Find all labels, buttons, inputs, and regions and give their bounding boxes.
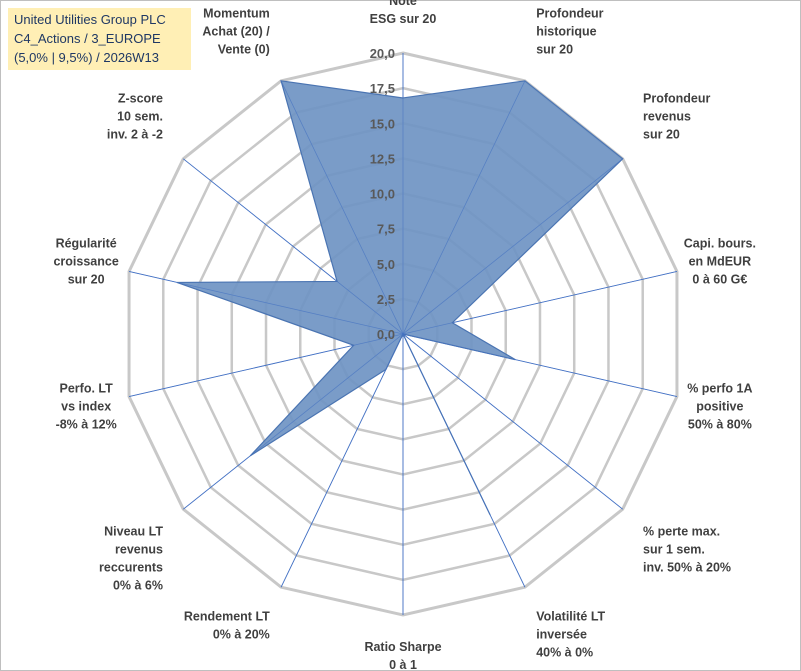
axis-label-line: positive <box>696 399 743 413</box>
tick-label: 10,0 <box>370 187 395 202</box>
title-line-1: United Utilities Group PLC <box>14 12 166 27</box>
axis-label-line: sur 20 <box>536 42 573 56</box>
axis-label-line: reccurents <box>99 560 163 574</box>
axis-label-line: Profondeur <box>536 6 603 20</box>
axis-label: Capi. bours. en MdEUR 0 à 60 G€ <box>684 237 756 287</box>
axis-label-line: ESG sur 20 <box>370 12 437 26</box>
axis-label-line: inv. 50% à 20% <box>643 560 731 574</box>
axis-label-line: croissance <box>53 255 118 269</box>
axis-label-line: Profondeur <box>643 92 710 106</box>
axis-label-line: inv. 2 à -2 <box>107 128 163 142</box>
axis-label-line: vs index <box>61 399 111 413</box>
axis-label-line: 50% à 80% <box>688 417 752 431</box>
tick-label: 20,0 <box>370 46 395 61</box>
axis-label-line: Capi. bours. <box>684 237 756 251</box>
tick-label: 2,5 <box>377 292 395 307</box>
axis-label: Perfo. LT vs index -8% à 12% <box>56 381 117 431</box>
axis-label-line: Perfo. LT <box>60 381 114 395</box>
axis-label-line: Régularité <box>56 237 117 251</box>
axis-label-line: sur 20 <box>68 273 105 287</box>
axis-label: Ratio Sharpe 0 à 1 <box>364 640 441 671</box>
axis-label-line: Note <box>389 0 417 8</box>
axis-label: Régularité croissance sur 20 <box>53 237 118 287</box>
axis-label: Profondeur historique sur 20 <box>536 6 603 56</box>
axis-label-line: en MdEUR <box>689 255 752 269</box>
axis-label-line: Momentum <box>203 6 270 20</box>
axis-label-line: 0 à 1 <box>389 658 417 671</box>
axis-label-line: Rendement LT <box>184 610 270 624</box>
axis-label-line: 10 sem. <box>117 110 163 124</box>
axis-label-line: Achat (20) / <box>202 24 270 38</box>
chart-title-box: United Utilities Group PLC C4_Actions / … <box>8 8 191 70</box>
tick-label: 15,0 <box>370 116 395 131</box>
axis-spoke-overlay <box>128 333 404 397</box>
axis-spoke-overlay <box>280 80 404 335</box>
axis-label-line: 0 à 60 G€ <box>692 273 747 287</box>
axis-label: % perfo 1A positive 50% à 80% <box>687 381 752 431</box>
axis-label-line: historique <box>536 24 596 38</box>
axis-label-line: 40% à 0% <box>536 646 593 660</box>
axis-label-line: % perte max. <box>643 524 720 538</box>
axis-label-line: % perfo 1A <box>687 381 752 395</box>
axis-spoke-overlay <box>128 271 404 335</box>
axis-label-line: sur 20 <box>643 128 680 142</box>
axis-label-line: revenus <box>115 542 163 556</box>
axis-spoke-overlay <box>402 80 526 335</box>
axis-spoke-overlay <box>402 333 678 397</box>
axis-spoke-overlay <box>402 333 526 588</box>
axis-label-line: Z-score <box>118 92 163 106</box>
axis-label-line: inversée <box>536 628 587 642</box>
axis-label: Note ESG sur 20 <box>370 0 437 26</box>
axis-label-line: -8% à 12% <box>56 417 117 431</box>
axis-label-line: revenus <box>643 110 691 124</box>
axis-spoke-overlay <box>402 271 678 335</box>
axis-spoke-overlay <box>183 333 404 510</box>
axis-spoke-overlay <box>183 158 404 335</box>
title-line-2: C4_Actions / 3_EUROPE <box>14 31 161 46</box>
axis-label-line: Vente (0) <box>218 42 270 56</box>
tick-label: 17,5 <box>370 81 395 96</box>
axis-label: Z-score 10 sem. inv. 2 à -2 <box>107 92 163 142</box>
axis-label-line: 0% à 6% <box>113 578 163 592</box>
axis-label: Profondeur revenus sur 20 <box>643 92 710 142</box>
title-line-3: (5,0% | 9,5%) / 2026W13 <box>14 50 160 65</box>
axis-label-line: Ratio Sharpe <box>364 640 441 654</box>
tick-label: 0,0 <box>377 327 395 342</box>
axis-label-line: Niveau LT <box>104 524 163 538</box>
tick-label: 12,5 <box>370 151 395 166</box>
axis-label-line: 0% à 20% <box>213 628 270 642</box>
tick-label: 5,0 <box>377 257 395 272</box>
axis-label-line: Volatilité LT <box>536 610 605 624</box>
axis-label: % perte max. sur 1 sem. inv. 50% à 20% <box>643 524 731 574</box>
axis-label: Niveau LT revenus reccurents 0% à 6% <box>99 524 163 592</box>
axis-label: Momentum Achat (20) / Vente (0) <box>202 6 270 56</box>
axis-spoke-overlay <box>280 333 404 588</box>
axis-label: Rendement LT 0% à 20% <box>184 610 270 642</box>
axis-label-line: sur 1 sem. <box>643 542 705 556</box>
axis-label: Volatilité LT inversée 40% à 0% <box>536 610 605 660</box>
axis-spoke-overlay <box>402 158 623 335</box>
axis-spoke-overlay <box>402 333 623 510</box>
tick-label: 7,5 <box>377 222 395 237</box>
